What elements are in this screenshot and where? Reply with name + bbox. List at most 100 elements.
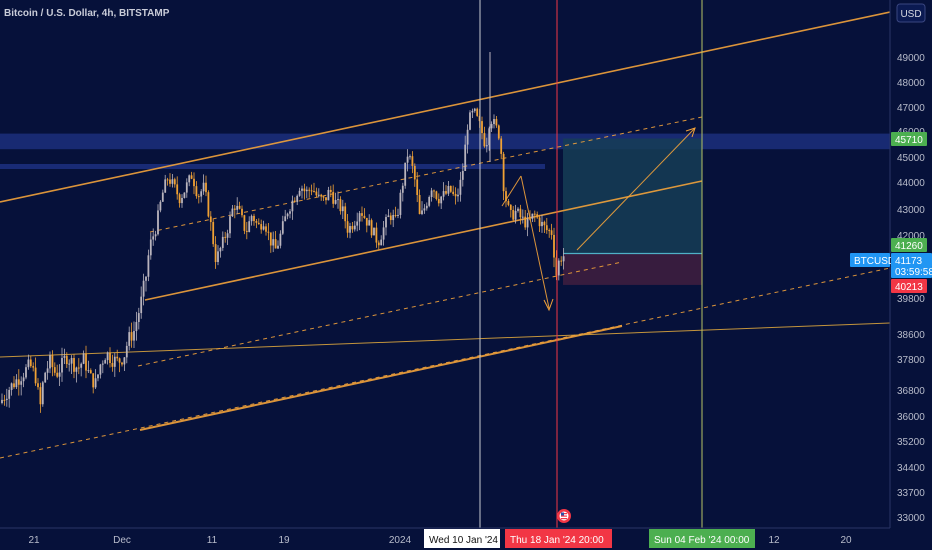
price-label-text: 40213 bbox=[895, 282, 923, 293]
candle-body bbox=[253, 215, 255, 222]
candle-body bbox=[106, 352, 109, 361]
candle-body bbox=[286, 213, 289, 217]
candle-body bbox=[538, 217, 541, 227]
candle-body bbox=[32, 366, 35, 368]
candle-body bbox=[183, 192, 186, 198]
candle-body bbox=[315, 191, 318, 196]
trendlines-layer bbox=[0, 11, 891, 459]
candle-body bbox=[557, 260, 560, 276]
candle-body bbox=[56, 372, 59, 377]
candle-body bbox=[118, 358, 121, 363]
candle-body bbox=[452, 191, 455, 195]
x-tick-label: 21 bbox=[28, 535, 40, 546]
candle-body bbox=[147, 255, 150, 277]
candle-body bbox=[317, 194, 320, 196]
candle-body bbox=[166, 179, 169, 181]
candle-body bbox=[20, 381, 23, 385]
candle-body bbox=[205, 182, 207, 193]
candle-body bbox=[267, 231, 270, 233]
candle-body bbox=[243, 215, 246, 231]
candle-body bbox=[195, 186, 198, 197]
candle-body bbox=[411, 156, 414, 166]
candle-body bbox=[159, 201, 162, 211]
y-tick-label: 44000 bbox=[897, 178, 925, 189]
candle-body bbox=[10, 383, 13, 390]
candle-body bbox=[161, 192, 164, 202]
candle-body bbox=[334, 199, 337, 204]
candle-body bbox=[430, 190, 433, 197]
candle-body bbox=[248, 221, 251, 232]
x-axis-marker-label: Sun 04 Feb '24 00:00 bbox=[654, 535, 750, 546]
price-label-text: 03:59:58 bbox=[895, 267, 932, 278]
candle-body bbox=[293, 200, 296, 202]
candle-body bbox=[344, 206, 347, 222]
y-tick-label: 33000 bbox=[897, 513, 925, 524]
candle-body bbox=[449, 186, 452, 192]
candle-body bbox=[310, 190, 313, 192]
price-label-box bbox=[891, 132, 927, 146]
candle-body bbox=[531, 213, 534, 219]
price-label-box bbox=[891, 253, 932, 267]
candle-body bbox=[217, 251, 219, 263]
symbol-title[interactable]: Bitcoin / U.S. Dollar, 4h, BITSTAMP bbox=[4, 8, 170, 19]
candle-body bbox=[269, 232, 272, 246]
drop-arrow-line bbox=[520, 175, 550, 309]
candle-body bbox=[363, 215, 366, 218]
candle-body bbox=[231, 208, 234, 217]
y-tick-label: 37800 bbox=[897, 355, 925, 366]
candle-body bbox=[365, 217, 368, 226]
x-tick-label: 19 bbox=[278, 535, 290, 546]
candle-body bbox=[140, 296, 143, 314]
candle-body bbox=[385, 217, 387, 228]
candle-body bbox=[255, 221, 258, 223]
candle-body bbox=[214, 244, 217, 263]
candle-body bbox=[305, 189, 308, 192]
candle-body bbox=[457, 194, 459, 197]
candle-body bbox=[392, 214, 395, 221]
channel-bottom-line bbox=[139, 325, 623, 431]
candle-body bbox=[63, 355, 66, 358]
candle-body bbox=[375, 227, 378, 243]
candle-body bbox=[46, 368, 49, 373]
y-tick-label: 48000 bbox=[897, 78, 925, 89]
candle-body bbox=[137, 313, 140, 323]
candle-body bbox=[123, 357, 126, 365]
candle-body bbox=[327, 189, 330, 201]
candle-body bbox=[397, 214, 399, 216]
candle-body bbox=[22, 377, 25, 382]
candle-body bbox=[289, 211, 291, 214]
candle-body bbox=[219, 247, 222, 252]
candle-body bbox=[157, 210, 159, 235]
candle-body bbox=[421, 210, 423, 215]
candle-body bbox=[483, 133, 486, 147]
candle-body bbox=[399, 192, 402, 215]
candle-body bbox=[351, 226, 354, 230]
candle-body bbox=[277, 245, 279, 249]
candle-body bbox=[29, 359, 32, 367]
x-axis-marker-box bbox=[505, 529, 612, 548]
candle-body bbox=[428, 196, 431, 206]
candle-body bbox=[509, 204, 512, 210]
y-tick-label: 36800 bbox=[897, 386, 925, 397]
candle-body bbox=[3, 399, 6, 401]
candle-body bbox=[176, 184, 179, 195]
candle-body bbox=[51, 355, 54, 368]
candle-body bbox=[34, 367, 37, 384]
candle-body bbox=[5, 398, 8, 401]
price-label-target: 45710 bbox=[891, 132, 927, 146]
y-tick-label: 35200 bbox=[897, 437, 925, 448]
candle-body bbox=[27, 359, 30, 368]
candle-body bbox=[341, 206, 344, 212]
candle-body bbox=[197, 196, 200, 198]
candle-body bbox=[301, 188, 303, 191]
us-flag-event-icon[interactable] bbox=[557, 509, 571, 523]
candle-body bbox=[13, 383, 15, 388]
candle-body bbox=[73, 358, 75, 372]
price-label-box bbox=[891, 279, 927, 293]
currency-button[interactable]: USD bbox=[896, 3, 926, 23]
y-tick-label: 45000 bbox=[897, 153, 925, 164]
candle-body bbox=[361, 213, 363, 216]
y-tick-label: 33700 bbox=[897, 488, 925, 499]
